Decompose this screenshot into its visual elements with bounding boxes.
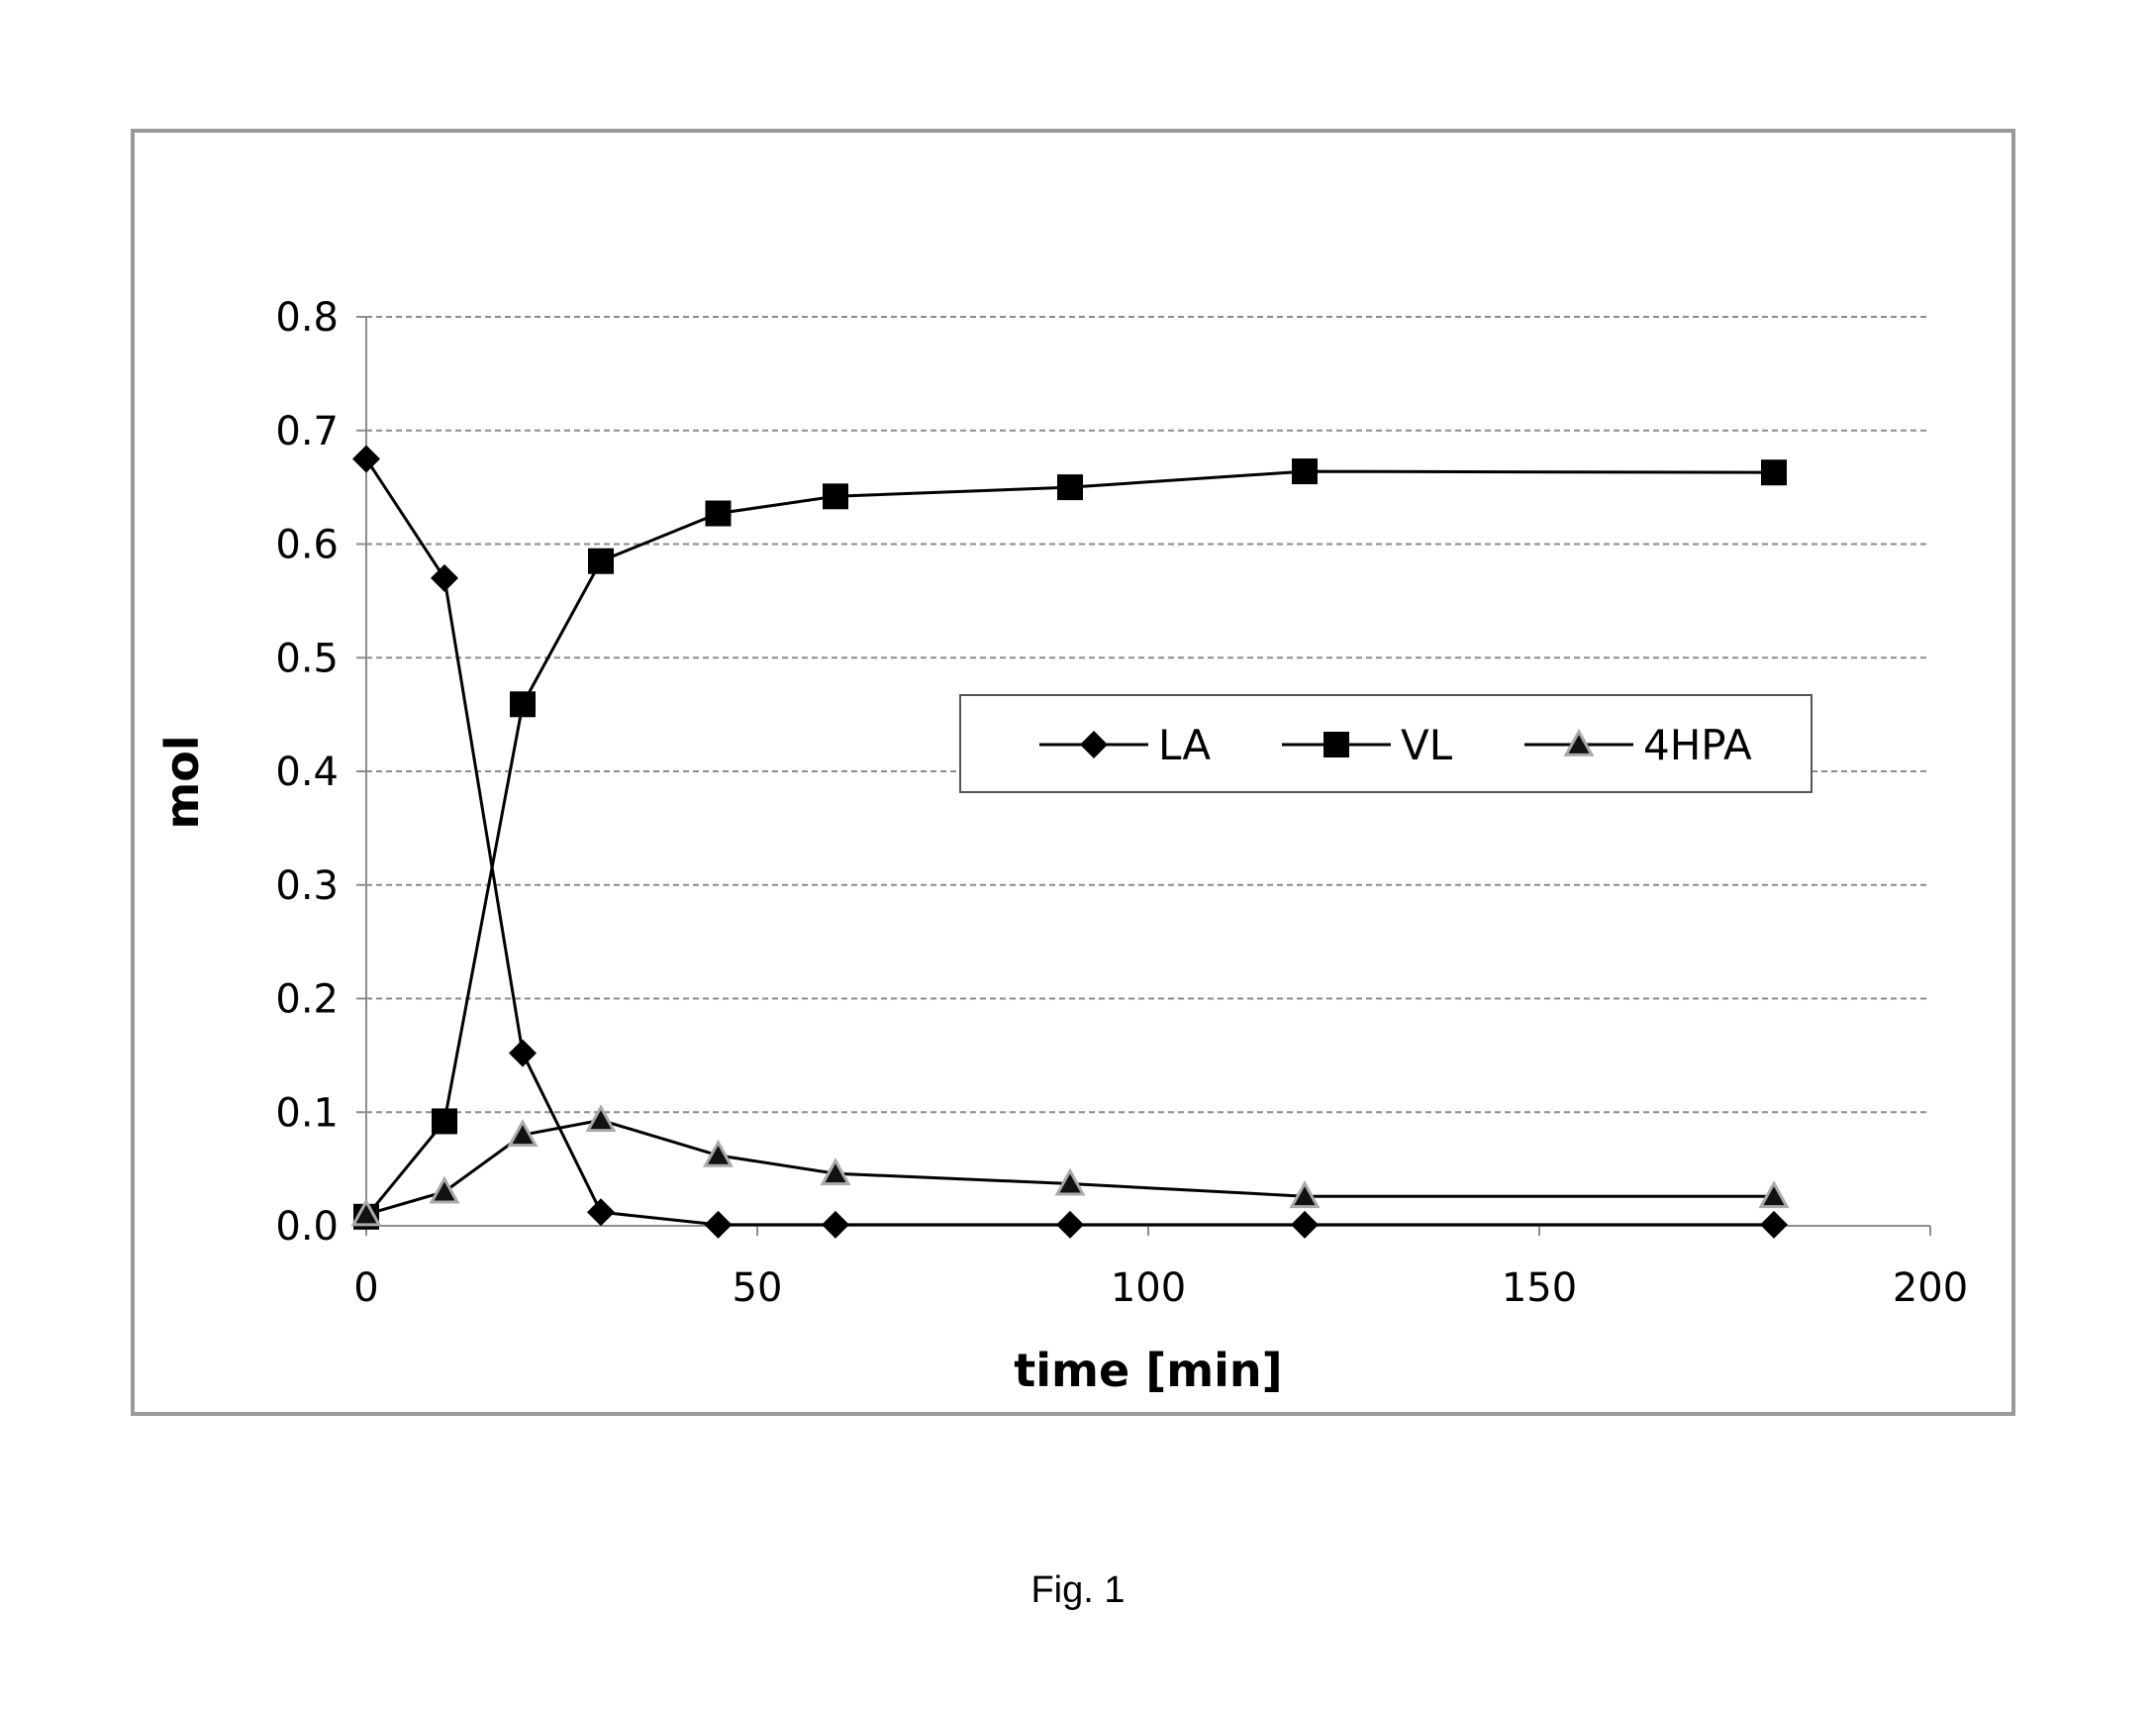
data-point-vl [1057,474,1083,500]
x-tick-label: 200 [1893,1265,1968,1311]
legend-label-vl: VL [1401,721,1453,769]
y-tick-label: 0.6 [275,523,339,568]
x-tick-label: 0 [353,1265,378,1311]
data-point-vl [510,691,536,717]
data-point-vl [1292,458,1318,484]
legend-label-la: LA [1158,721,1211,769]
legend-label-4hpa: 4HPA [1643,721,1752,769]
x-tick-label: 150 [1502,1265,1577,1311]
y-tick-label: 0.2 [275,977,339,1023]
y-axis-label: mol [155,735,209,829]
y-tick-label: 0.3 [275,863,339,909]
data-point-vl [1761,459,1787,485]
data-point-vl [432,1108,457,1134]
y-tick-label: 0.1 [275,1090,339,1136]
y-tick-label: 0.5 [275,636,339,681]
legend-marker-vl [1323,732,1349,757]
data-point-vl [706,501,732,527]
figure-caption: Fig. 1 [0,1569,2156,1612]
y-tick-labels: 0.0 0.1 0.2 0.3 0.4 0.5 0.6 0.7 0.8 [275,295,339,1250]
y-tick-label: 0.0 [275,1204,339,1250]
x-axis-label: time [min] [1014,1344,1282,1397]
y-tick-label: 0.4 [275,750,339,795]
data-point-vl [588,549,614,574]
x-tick-label: 100 [1111,1265,1186,1311]
y-tick-label: 0.8 [275,295,339,341]
x-tick-label: 50 [733,1265,783,1311]
data-point-vl [823,483,848,509]
legend: LA VL 4HPA [960,695,1812,792]
y-tick-label: 0.7 [275,409,339,454]
